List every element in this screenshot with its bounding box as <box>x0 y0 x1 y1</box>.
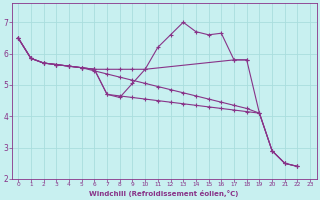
X-axis label: Windchill (Refroidissement éolien,°C): Windchill (Refroidissement éolien,°C) <box>90 190 239 197</box>
